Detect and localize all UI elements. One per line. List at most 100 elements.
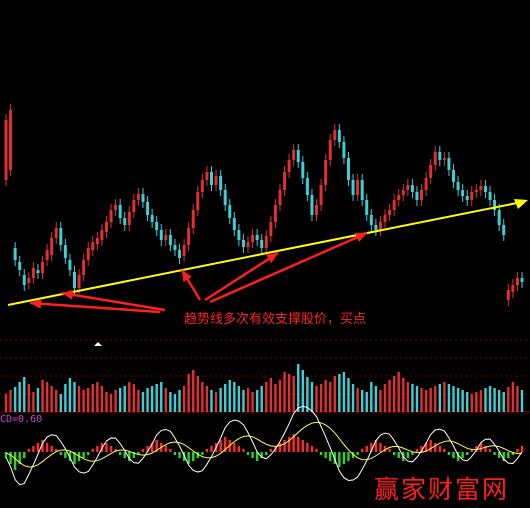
macd-bar: [173, 452, 177, 455]
candlestick-series: [4, 104, 524, 306]
candle-body: [200, 180, 204, 192]
candle-body: [388, 210, 392, 215]
macd-bar: [360, 449, 364, 452]
support-arrow-head: [354, 232, 367, 243]
macd-bar: [488, 449, 492, 452]
candle-body: [246, 242, 250, 247]
volume-bar: [45, 382, 49, 412]
macd-bar: [146, 446, 149, 452]
candle-body: [452, 170, 456, 182]
macd-bar: [251, 452, 254, 458]
candle-body: [27, 278, 31, 283]
volume-bar: [502, 392, 505, 412]
candle-body: [506, 290, 510, 300]
macd-bar: [365, 446, 368, 452]
trendline: [7, 199, 528, 306]
candle-body: [36, 270, 40, 273]
volume-bar: [178, 390, 181, 412]
candle-body: [273, 205, 277, 222]
candle-body: [296, 150, 300, 162]
macd-bar: [18, 452, 21, 464]
candle-body: [228, 205, 232, 218]
candle-body: [461, 190, 465, 196]
volume-bar: [255, 390, 259, 412]
volume-bar: [77, 386, 81, 412]
macd-bar: [242, 449, 245, 452]
volume-bar: [434, 386, 437, 412]
support-arrow: [209, 231, 368, 304]
candle-body: [497, 210, 501, 225]
volume-bar: [388, 380, 391, 412]
volume-bar: [150, 386, 154, 412]
volume-bar: [246, 388, 250, 412]
macd-bar: [210, 446, 213, 452]
candle-body: [9, 110, 13, 170]
candle-body: [209, 172, 213, 185]
volume-bar: [86, 388, 90, 412]
macd-bar: [507, 452, 510, 458]
macd-bar: [356, 452, 359, 455]
candle-body: [483, 186, 487, 192]
macd-bar: [237, 446, 241, 452]
volume-bar: [233, 382, 236, 412]
volume-bar: [187, 374, 190, 412]
candle-body: [346, 158, 350, 180]
volume-bar: [424, 390, 428, 412]
candle-body: [41, 262, 45, 273]
macd-bar: [392, 452, 396, 455]
candle-body: [493, 200, 497, 210]
volume-bar: [50, 386, 53, 412]
volume-bar: [91, 384, 94, 412]
volume-bar: [370, 382, 373, 412]
macd-bar: [96, 446, 99, 452]
volume-bar: [329, 382, 332, 412]
macd-bar: [411, 452, 414, 455]
volume-bar: [484, 388, 487, 412]
candle-body: [433, 152, 437, 165]
volume-bar: [278, 380, 282, 412]
trendline-arrowhead: [514, 199, 528, 209]
candle-body: [260, 240, 264, 248]
candle-body: [511, 285, 515, 292]
candle-body: [187, 228, 191, 245]
macd-bar: [260, 452, 263, 458]
volume-bar: [493, 388, 496, 412]
macd-bar: [470, 449, 473, 452]
volume-bar: [342, 372, 346, 412]
volume-bar: [338, 374, 341, 412]
volume-bar: [205, 386, 209, 412]
candle-body: [68, 260, 72, 270]
volume-bar: [415, 386, 419, 412]
macd-bar: [297, 437, 300, 452]
macd-bar: [415, 449, 419, 452]
volume-bar: [479, 390, 483, 412]
volume-bar: [283, 372, 286, 412]
macd-bar: [246, 452, 250, 455]
macd-bar: [86, 452, 90, 455]
grid-lines: [0, 339, 530, 413]
candle-body: [214, 176, 218, 185]
macd-bar: [406, 452, 410, 458]
macd-bar: [73, 452, 76, 464]
candle-body: [178, 250, 182, 258]
macd-panel: [4, 405, 524, 486]
candle-body: [150, 215, 154, 222]
macd-label: CD=0.60: [0, 414, 43, 425]
candle-body: [315, 205, 319, 215]
candle-body: [132, 200, 136, 212]
candle-body: [502, 225, 506, 235]
macd-bar: [32, 446, 35, 452]
macd-bar: [27, 449, 31, 452]
volume-bar: [374, 386, 378, 412]
volume-bar: [96, 382, 99, 412]
volume-bar: [475, 392, 478, 412]
macd-bar: [466, 452, 469, 455]
candle-body: [191, 210, 195, 228]
macd-bar: [315, 449, 318, 452]
volume-bar: [310, 382, 314, 412]
volume-bar: [265, 382, 268, 412]
volume-bar: [347, 378, 350, 412]
candle-body: [22, 275, 26, 285]
volume-bar: [109, 394, 113, 412]
candle-body: [406, 185, 410, 190]
